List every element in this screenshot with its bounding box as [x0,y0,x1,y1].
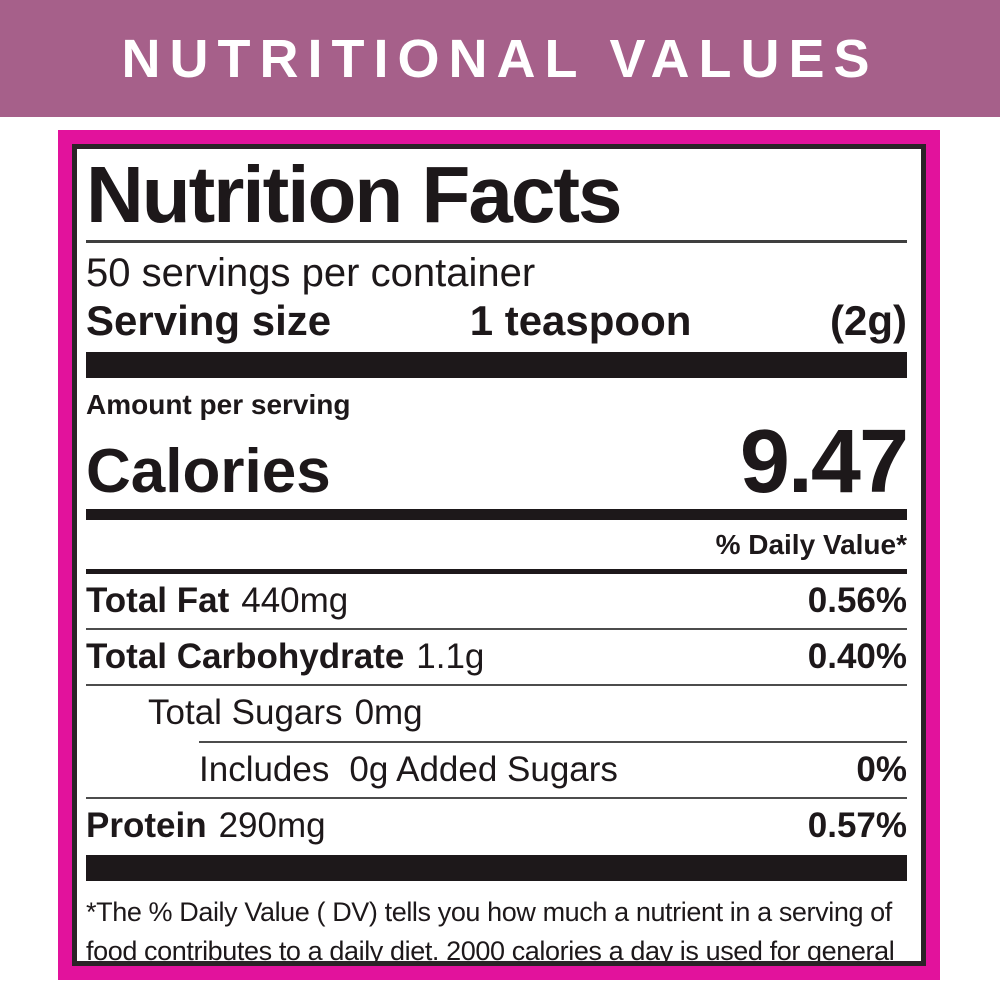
nutrient-name: Total Sugars [148,693,343,733]
nutrient-left: Total Carbohydrate 1.1g [86,637,484,677]
serving-size-row: Serving size 1 teaspoon (2g) [86,296,907,344]
nutrient-left: Total Sugars 0mg [148,693,423,733]
nutrition-label: Nutrition Facts 50 servings per containe… [58,130,940,980]
nutrient-amount: 440mg [241,580,349,620]
nutrition-label-inner: Nutrition Facts 50 servings per containe… [72,144,926,966]
calories-label: Calories [86,436,331,506]
daily-value-divider [86,568,907,574]
nutrient-daily-value: 0.57% [807,805,907,845]
nutrient-name: Total Carbohydrate [86,637,405,677]
calories-value: 9.47 [739,412,909,513]
section-bar-calories [86,508,907,520]
amount-per-serving-label: Amount per serving [86,389,351,421]
nutrient-amount: 0mg [354,693,423,733]
row-divider-indented [199,740,907,743]
page-header: NUTRITIONAL VALUES [0,0,1000,117]
row-divider [86,796,907,799]
nutrient-left: Total Fat 440mg [86,581,348,621]
nutrient-daily-value: 0.40% [807,637,907,677]
nutrient-name: Includes [199,749,330,789]
row-divider [86,684,907,687]
nutrient-amount: 1.1g [416,637,485,677]
nutrition-facts-title: Nutrition Facts [86,150,622,239]
title-divider [86,240,907,243]
nutrient-row-total-carbohydrate: Total Carbohydrate 1.1g 0.40% [86,630,907,684]
nutrient-daily-value: 0.56% [807,580,907,620]
calories-row: Calories 9.47 [86,412,909,513]
nutrient-name: Protein [86,805,207,845]
daily-value-header: % Daily Value* [715,528,907,560]
nutrient-row-total-fat: Total Fat 440mg 0.56% [86,574,907,628]
nutrient-row-total-sugars: Total Sugars 0mg [86,686,907,740]
serving-size-value: 1 teaspoon [469,296,692,344]
serving-size-label: Serving size [86,296,332,344]
servings-per-container: 50 servings per container [86,251,536,295]
section-bar-bottom [86,855,907,882]
section-bar-top [86,352,907,379]
page-title: NUTRITIONAL VALUES [121,28,879,89]
nutrient-daily-value: 0% [856,749,907,789]
nutrient-amount: 0g Added Sugars [349,749,618,789]
serving-size-weight: (2g) [829,296,907,344]
nutrient-amount: 290mg [218,805,326,845]
nutrient-name: Total Fat [86,580,230,620]
nutrient-row-added-sugars: Includes 0g Added Sugars 0% [86,743,907,797]
row-divider [86,628,907,631]
nutrient-row-protein: Protein 290mg 0.57% [86,799,907,853]
nutrient-left: Protein 290mg [86,806,326,846]
nutrient-left: Includes 0g Added Sugars [199,750,618,790]
daily-value-footnote: *The % Daily Value ( DV) tells you how m… [86,897,895,966]
